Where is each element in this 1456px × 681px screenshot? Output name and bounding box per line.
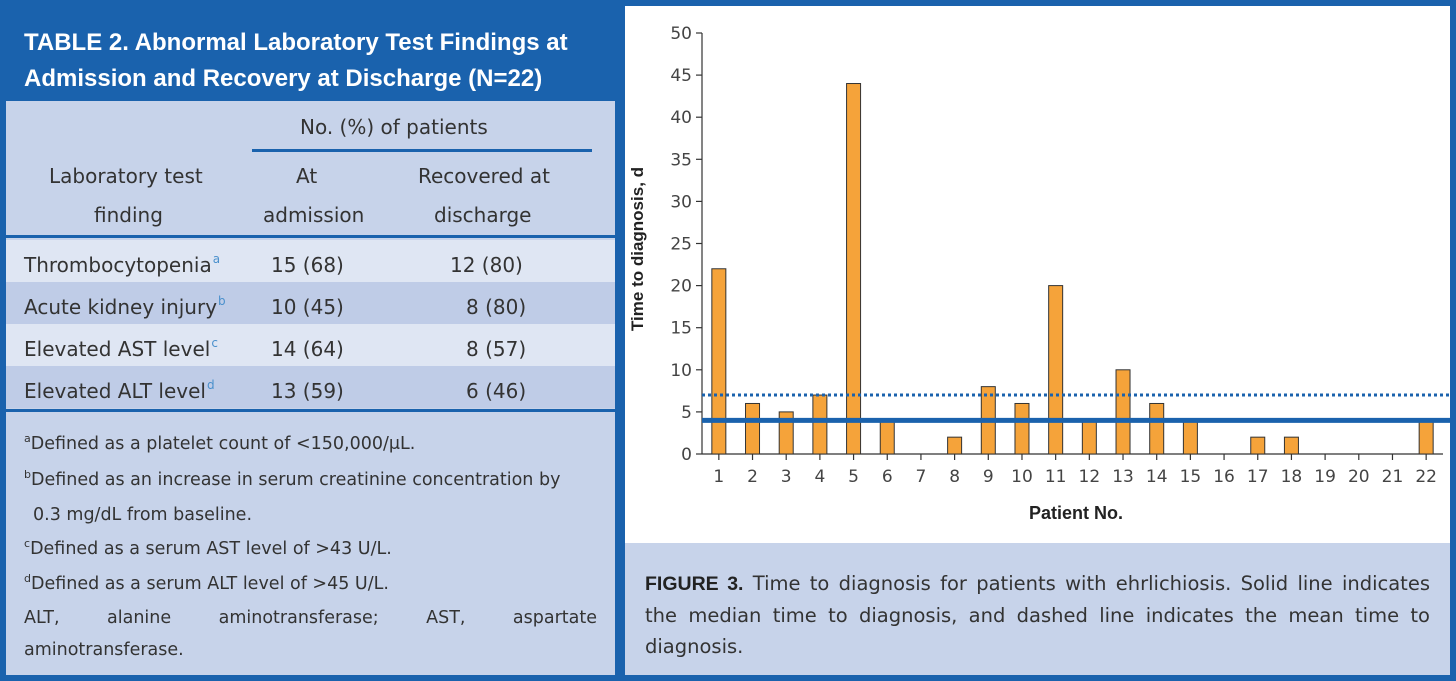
y-axis-label: Time to diagnosis, d (628, 167, 647, 331)
y-tick-label: 40 (670, 108, 692, 128)
col-header-discharge-1: Recovered at (418, 164, 550, 188)
x-tick-label: 11 (1045, 467, 1067, 487)
footnote-b-cont: 0.3 mg/dL from baseline. (33, 505, 253, 525)
row-discharge: 6 (46) (466, 379, 527, 403)
table-title: TABLE 2. Abnormal Laboratory Test Findin… (24, 29, 568, 92)
row-discharge: 8 (57) (466, 337, 527, 361)
row-finding: Acute kidney injuryb (24, 294, 226, 319)
table-row (6, 282, 615, 324)
col-header-admission-2: admission (263, 203, 365, 227)
bar (1250, 436, 1266, 455)
chart-area: 0 5 10 15 20 25 30 35 40 45 50 1 2 3 4 5 6 7 8 9 10 11 12 13 14 1… (625, 6, 1450, 543)
caption-body: Time to diagnosis for patients with ehrl… (645, 572, 1430, 658)
header-rule (6, 235, 615, 238)
bar (1115, 369, 1131, 455)
bar (711, 268, 727, 455)
y-tick-label: 30 (670, 192, 692, 212)
x-tick-label: 6 (882, 467, 893, 487)
footnote-a: aDefined as a platelet count of <150,000… (24, 432, 416, 454)
table-row (6, 366, 615, 408)
col-header-discharge-2: discharge (434, 203, 532, 227)
y-tick-label: 5 (681, 403, 692, 423)
x-tick-label: 2 (747, 467, 758, 487)
bar (1048, 285, 1064, 455)
bar (879, 419, 895, 455)
x-tick-label: 4 (814, 467, 825, 487)
y-tick-label: 45 (670, 66, 692, 86)
y-tick-label: 35 (670, 150, 692, 170)
y-tick-label: 20 (670, 277, 692, 297)
bar (1081, 419, 1097, 455)
group-header: No. (%) of patients (300, 115, 488, 139)
x-tick-label: 10 (1011, 467, 1033, 487)
x-tick-label: 19 (1314, 467, 1336, 487)
x-tick-label: 18 (1281, 467, 1303, 487)
x-tick-label: 5 (848, 467, 859, 487)
bar (812, 394, 828, 455)
bar (947, 436, 963, 455)
bar (1014, 402, 1030, 455)
x-tick-label: 21 (1382, 467, 1404, 487)
footnote-c: cDefined as a serum AST level of >43 U/L… (24, 537, 392, 559)
x-tick-label: 8 (949, 467, 960, 487)
table-row (6, 324, 615, 366)
body-bottom-rule (6, 409, 615, 412)
row-discharge: 8 (80) (466, 295, 527, 319)
y-tick-label: 25 (670, 235, 692, 255)
row-admission: 13 (59) (271, 379, 344, 403)
row-finding: Elevated ALT leveld (24, 378, 215, 403)
abbreviations: ALT, alanine aminotransferase; AST, aspa… (24, 608, 597, 628)
figure-caption: FIGURE 3. Time to diagnosis for patients… (625, 543, 1450, 675)
bar (745, 402, 761, 455)
figure-panel: 0 5 10 15 20 25 30 35 40 45 50 1 2 3 4 5 6 7 8 9 10 11 12 13 14 1… (625, 6, 1450, 675)
x-tick-label: 15 (1180, 467, 1202, 487)
x-tick-label: 14 (1146, 467, 1168, 487)
x-axis-label: Patient No. (1029, 503, 1123, 523)
abbreviations-cont: aminotransferase. (24, 640, 184, 660)
row-admission: 14 (64) (271, 337, 344, 361)
caption-text: FIGURE 3. Time to diagnosis for patients… (645, 568, 1430, 662)
bar (1283, 436, 1299, 455)
bar (1418, 419, 1434, 455)
bar (1149, 402, 1165, 455)
x-tick-label: 9 (983, 467, 994, 487)
row-admission: 15 (68) (271, 253, 344, 277)
x-tick-label: 22 (1415, 467, 1437, 487)
footnote-d: dDefined as a serum ALT level of >45 U/L… (24, 572, 389, 594)
x-tick-label: 20 (1348, 467, 1370, 487)
x-tick-label: 17 (1247, 467, 1269, 487)
col-header-finding-1: Laboratory test (49, 164, 203, 188)
table-row (6, 240, 615, 282)
row-finding: Elevated AST levelc (24, 336, 218, 361)
y-tick-label: 15 (670, 319, 692, 339)
table-header: TABLE 2. Abnormal Laboratory Test Findin… (6, 6, 615, 101)
x-tick-label: 3 (781, 467, 792, 487)
caption-label: FIGURE 3. (645, 573, 744, 595)
col-header-finding-2: finding (94, 203, 163, 227)
y-tick-label: 0 (681, 445, 692, 465)
bar (1182, 419, 1198, 455)
x-tick-label: 7 (916, 467, 927, 487)
x-tick-label: 1 (713, 467, 724, 487)
x-tick-label: 16 (1213, 467, 1235, 487)
row-discharge: 12 (80) (450, 253, 523, 277)
row-admission: 10 (45) (271, 295, 344, 319)
x-tick-label: 13 (1112, 467, 1134, 487)
x-tick-label: 12 (1079, 467, 1101, 487)
table-panel: TABLE 2. Abnormal Laboratory Test Findin… (6, 6, 615, 675)
bar (846, 83, 862, 455)
footnote-b: bDefined as an increase in serum creatin… (24, 468, 561, 490)
group-header-rule (252, 149, 592, 152)
y-tick-label: 10 (670, 361, 692, 381)
col-header-admission-1: At (296, 164, 318, 188)
row-finding: Thrombocytopeniaa (24, 252, 221, 277)
y-tick-label: 50 (670, 24, 692, 44)
